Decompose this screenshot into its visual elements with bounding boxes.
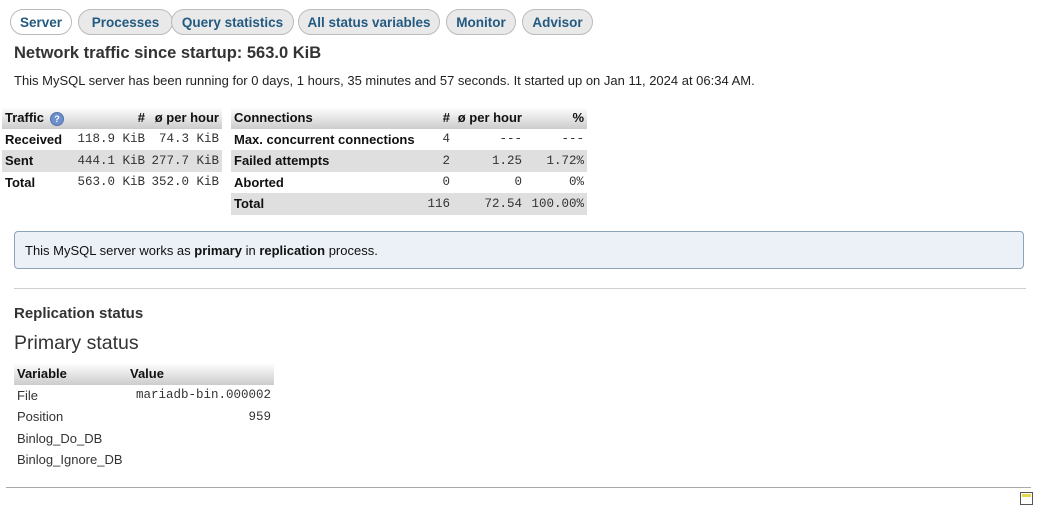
traffic-total: 118.9 KiB	[72, 128, 148, 150]
table-row: Aborted 0 0 0%	[231, 171, 587, 193]
bottom-divider	[6, 487, 1031, 488]
tab-monitor[interactable]: Monitor	[446, 9, 516, 35]
traffic-per-hour-header: ø per hour	[148, 107, 222, 129]
connections-pct: 0%	[525, 171, 587, 193]
primary-status-title: Primary status	[14, 332, 139, 354]
variable-value	[127, 428, 274, 450]
table-row: Position 959	[14, 406, 274, 428]
connections-per-hour: 1.25	[453, 150, 525, 172]
table-row: Received 118.9 KiB 74.3 KiB	[2, 128, 222, 150]
traffic-header: Traffic?	[2, 107, 72, 129]
console-icon[interactable]	[1020, 492, 1033, 505]
divider	[14, 288, 1026, 289]
connections-label: Total	[231, 193, 423, 215]
traffic-total: 563.0 KiB	[72, 171, 148, 193]
notice-role: primary	[194, 243, 242, 258]
table-row: Sent 444.1 KiB 277.7 KiB	[2, 150, 222, 172]
table-row: File mariadb-bin.000002	[14, 385, 274, 407]
connections-pct: 100.00%	[525, 193, 587, 215]
notice-suffix: process.	[325, 243, 378, 258]
variable-name: Binlog_Ignore_DB	[17, 452, 123, 468]
table-row: Max. concurrent connections 4 --- ---	[231, 128, 587, 150]
notice-prefix: This MySQL server works as	[25, 243, 195, 258]
traffic-label: Received	[2, 128, 72, 150]
replication-status-title: Replication status	[14, 305, 144, 322]
traffic-per-hour: 277.7 KiB	[148, 150, 222, 172]
network-traffic-heading: Network traffic since startup: 563.0 KiB	[14, 44, 322, 62]
table-row: Failed attempts 2 1.25 1.72%	[231, 150, 587, 172]
tab-query-statistics[interactable]: Query statistics	[171, 9, 294, 35]
connections-label: Max. concurrent connections	[231, 128, 423, 150]
value-header: Value	[127, 363, 274, 385]
notice-process: replication	[259, 243, 326, 258]
connections-count: 4	[423, 128, 453, 150]
connections-per-hour: 0	[453, 171, 525, 193]
tab-all-status-variables[interactable]: All status variables	[298, 9, 440, 35]
table-row: Binlog_Do_DB	[14, 428, 274, 450]
table-row: Total 116 72.54 100.00%	[231, 193, 587, 215]
connections-header: Connections	[231, 107, 423, 129]
connections-pct: ---	[525, 128, 587, 150]
variable-header: Variable	[14, 363, 127, 385]
variable-value: mariadb-bin.000002	[135, 388, 271, 403]
connections-count: 116	[423, 193, 453, 215]
connections-count-header: #	[423, 107, 453, 129]
variable-value	[127, 449, 274, 471]
connections-pct: 1.72%	[525, 150, 587, 172]
traffic-per-hour: 74.3 KiB	[148, 128, 222, 150]
table-row: Binlog_Ignore_DB	[14, 449, 274, 471]
connections-per-hour: ---	[453, 128, 525, 150]
traffic-label: Sent	[2, 150, 72, 172]
connections-label: Aborted	[231, 171, 423, 193]
variable-name: Position	[17, 409, 64, 425]
connections-count: 2	[423, 150, 453, 172]
connections-table: Connections # ø per hour % Max. concurre…	[231, 107, 587, 215]
connections-pct-header: %	[525, 107, 587, 129]
replication-notice: This MySQL server works as primary in re…	[14, 231, 1024, 269]
variable-name: Binlog_Do_DB	[17, 430, 103, 446]
help-icon[interactable]: ?	[50, 111, 65, 126]
connections-per-hour-header: ø per hour	[453, 107, 525, 129]
notice-middle: in	[241, 243, 260, 258]
connections-label: Failed attempts	[231, 150, 423, 172]
traffic-count-header: #	[72, 107, 148, 129]
uptime-text: This MySQL server has been running for 0…	[14, 73, 755, 88]
variable-value: 959	[248, 409, 271, 424]
traffic-table: Traffic? # ø per hour Received 118.9 KiB…	[2, 107, 222, 193]
traffic-per-hour: 352.0 KiB	[148, 171, 222, 193]
traffic-total: 444.1 KiB	[72, 150, 148, 172]
tab-advisor[interactable]: Advisor	[522, 9, 593, 35]
variable-name: File	[17, 387, 38, 403]
tab-server[interactable]: Server	[10, 9, 72, 35]
primary-status-table: Variable Value File mariadb-bin.000002 P…	[14, 363, 274, 471]
traffic-label: Total	[2, 171, 72, 193]
connections-per-hour: 72.54	[453, 193, 525, 215]
tab-processes[interactable]: Processes	[78, 9, 173, 35]
connections-count: 0	[423, 171, 453, 193]
table-row: Total 563.0 KiB 352.0 KiB	[2, 171, 222, 193]
